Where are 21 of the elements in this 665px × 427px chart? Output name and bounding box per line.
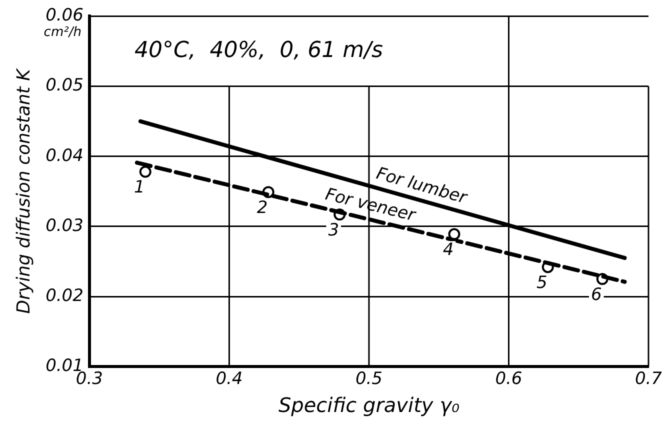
x-axis-title: Specific gravity γ₀ — [278, 393, 460, 418]
x-tick-label: 0.4 — [216, 369, 243, 390]
y-axis-title: Drying diffusion constant K — [13, 68, 34, 314]
point — [448, 228, 460, 240]
x-tick-label: 0.5 — [355, 369, 382, 390]
annotation: 5 — [536, 273, 548, 294]
y-tick-label: 0.04 — [46, 146, 84, 166]
annotation: 1 — [134, 178, 145, 198]
annotation: 3 — [328, 220, 340, 240]
y-tick-label: 0.03 — [46, 216, 84, 236]
y-tick-label: 0.02 — [46, 286, 84, 306]
y-tick-label: 0.05 — [46, 76, 84, 96]
text: cm²/h — [44, 25, 82, 40]
x-tick-label: 0.6 — [495, 369, 522, 390]
x-tick-label: 0.7 — [634, 369, 662, 390]
y-tick-label: 0.06 — [46, 6, 84, 26]
point — [139, 166, 152, 178]
annotation: 2 — [256, 198, 268, 218]
annotation: 6 — [590, 284, 602, 305]
annotation: 4 — [442, 240, 454, 260]
annotation: 40°C, 40%, 0, 61 m/s — [134, 38, 383, 63]
